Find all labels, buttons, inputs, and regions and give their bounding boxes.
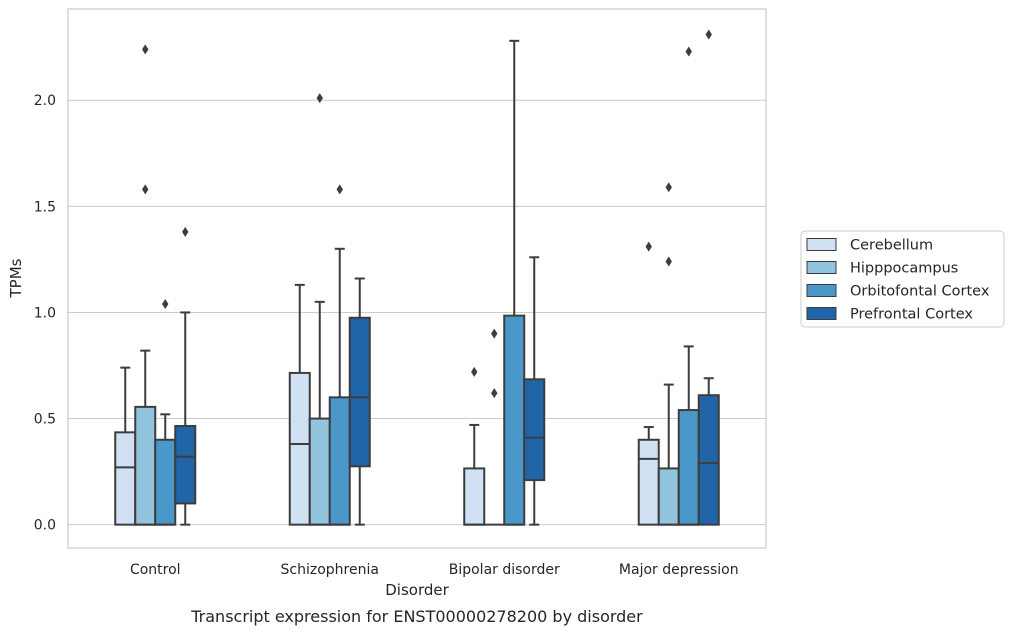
chart-title: Transcript expression for ENST0000027820… <box>190 607 643 626</box>
outlier-point <box>705 29 712 40</box>
legend-label: Orbitofontal Cortex <box>850 284 990 300</box>
box-iqr <box>114 431 137 526</box>
outlier-point <box>162 298 169 309</box>
box-prefrontal-cortex <box>174 226 197 526</box>
x-tick-label: Schizophrenia <box>281 562 379 578</box>
outlier-point <box>665 256 672 267</box>
box-prefrontal-cortex <box>697 29 720 526</box>
legend-swatch <box>806 261 837 274</box>
box-orbitofontal-cortex <box>677 46 700 526</box>
box-hipppocampus <box>484 328 505 526</box>
legend-label: Cerebellum <box>850 238 933 254</box>
y-tick-label: 1.5 <box>34 199 56 215</box>
y-tick-label: 0.5 <box>34 412 56 428</box>
box-cerebellum <box>637 241 660 526</box>
legend-swatch <box>806 238 837 251</box>
box-orbitofontal-cortex <box>503 39 526 526</box>
y-tick-labels: 0.0 0.5 1.0 1.5 2.0 <box>34 93 56 533</box>
x-axis-label: Disorder <box>385 581 449 599</box>
y-tick-label: 2.0 <box>34 93 56 109</box>
legend-frame <box>800 230 1005 328</box>
box-hipppocampus <box>134 44 157 526</box>
y-tick-label: 1.0 <box>34 305 56 321</box>
outlier-point <box>182 226 189 237</box>
y-tick-label: 0.0 <box>34 518 56 534</box>
box-iqr <box>697 394 720 526</box>
outlier-point <box>142 184 149 195</box>
box-orbitofontal-cortex <box>328 184 351 526</box>
box-prefrontal-cortex <box>523 256 546 526</box>
outlier-point <box>316 93 323 104</box>
box-iqr <box>174 424 197 505</box>
legend-label: Prefrontal Cortex <box>850 307 973 323</box>
box-cerebellum <box>288 283 311 526</box>
outlier-point <box>471 366 478 377</box>
x-tick-label: Major depression <box>619 562 739 578</box>
legend-swatch <box>806 307 837 320</box>
box-iqr <box>154 438 177 526</box>
box-iqr <box>523 378 546 482</box>
box-hipppocampus <box>657 182 680 526</box>
outlier-point <box>336 184 343 195</box>
box-iqr <box>348 316 371 468</box>
x-tick-labels: Control Schizophrenia Bipolar disorder Majo… <box>130 562 739 578</box>
outlier-point <box>685 46 692 57</box>
box-cerebellum <box>114 366 137 526</box>
box-iqr <box>134 405 157 526</box>
outlier-point <box>491 388 498 399</box>
box-orbitofontal-cortex <box>154 298 177 526</box>
box-iqr <box>657 467 680 526</box>
box-hipppocampus <box>308 93 331 526</box>
x-tick-label: Control <box>130 562 181 578</box>
legend: Cerebellum Hipppocampus Orbitofontal Corte… <box>800 230 1005 328</box>
legend-label: Hipppocampus <box>850 261 958 277</box>
outlier-point <box>491 328 498 339</box>
outlier-point <box>142 44 149 55</box>
box-iqr <box>637 438 660 526</box>
x-tick-label: Bipolar disorder <box>449 562 560 578</box>
box-plot-series <box>114 29 720 526</box>
box-cerebellum <box>463 366 486 526</box>
box-iqr <box>677 409 700 526</box>
box-iqr <box>503 314 526 526</box>
outlier-point <box>645 241 652 252</box>
outlier-point <box>665 182 672 193</box>
legend-swatch <box>806 284 837 297</box>
box-prefrontal-cortex <box>348 277 371 526</box>
box-iqr <box>288 371 311 526</box>
box-iqr <box>463 467 486 526</box>
box-iqr <box>328 396 351 526</box>
y-axis-label: TPMs <box>7 258 25 298</box>
plot-frame <box>67 8 767 549</box>
box-iqr <box>308 417 331 526</box>
